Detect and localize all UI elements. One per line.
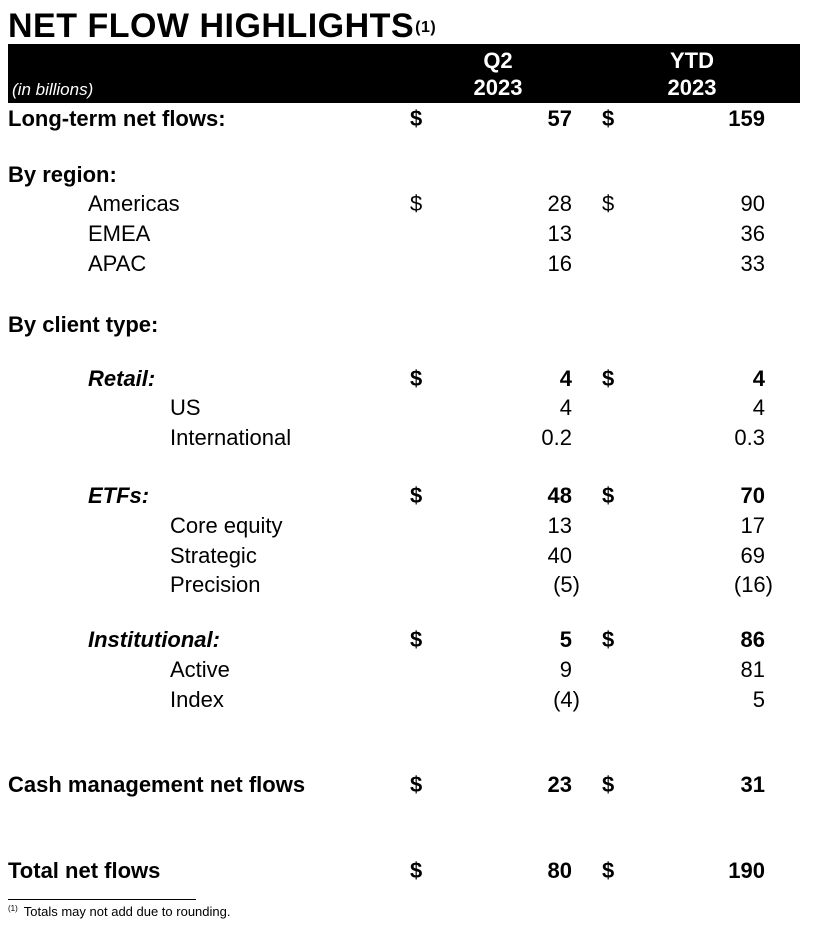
unit-label: (in billions): [12, 80, 94, 99]
currency-ytd: $: [602, 858, 615, 883]
table-row-institutional: Institutional: $ 5 $ 86: [0, 625, 826, 655]
row-label: International: [170, 425, 292, 450]
column-header-q2-line2: 2023: [473, 75, 523, 100]
row-label: Long-term net flows:: [8, 106, 226, 131]
currency-q2: $: [410, 483, 423, 508]
table-row-precision: Precision (5) (16): [0, 570, 826, 600]
row-label: Institutional:: [88, 627, 220, 652]
value-ytd: 0.3: [734, 425, 765, 450]
value-ytd: 81: [740, 657, 765, 682]
title-footnote-mark: (1): [415, 19, 437, 36]
currency-q2: $: [410, 191, 423, 216]
value-ytd: 4: [752, 395, 765, 420]
currency-q2: $: [410, 772, 423, 797]
row-label: ETFs:: [88, 483, 150, 508]
currency-ytd: $: [602, 106, 615, 131]
value-q2: 13: [547, 221, 572, 246]
row-label: EMEA: [88, 221, 151, 246]
value-q2: (4): [553, 687, 580, 712]
column-header-ytd: YTD 2023: [632, 47, 752, 101]
table-row-core-equity: Core equity 13 17: [0, 511, 826, 541]
column-header-ytd-line2: 2023: [667, 75, 717, 100]
value-ytd: 4: [752, 366, 765, 391]
value-q2: 4: [559, 366, 572, 391]
column-header-ytd-line1: YTD: [670, 48, 714, 73]
value-ytd: 36: [740, 221, 765, 246]
table-row-total: Total net flows $ 80 $ 190: [0, 856, 826, 886]
title-text: NET FLOW HIGHLIGHTS: [8, 7, 415, 45]
table-row-americas: Americas $ 28 $ 90: [0, 189, 826, 219]
currency-ytd: $: [602, 366, 615, 391]
table-row-apac: APAC 16 33: [0, 249, 826, 279]
currency-q2: $: [410, 858, 423, 883]
value-ytd: 159: [728, 106, 765, 131]
row-label: Strategic: [170, 543, 257, 568]
page-title: NET FLOW HIGHLIGHTS(1): [8, 6, 436, 46]
currency-ytd: $: [602, 483, 615, 508]
row-label: By region:: [8, 162, 117, 187]
table-row-cash-management: Cash management net flows $ 23 $ 31: [0, 770, 826, 800]
table-row-us: US 4 4: [0, 393, 826, 423]
value-q2: (5): [553, 572, 580, 597]
table-row-active: Active 9 81: [0, 655, 826, 685]
table-row-strategic: Strategic 40 69: [0, 541, 826, 571]
currency-ytd: $: [602, 772, 615, 797]
value-q2: 13: [547, 513, 572, 538]
row-label: Active: [170, 657, 230, 682]
table-header: (in billions) Q2 2023 YTD 2023: [8, 44, 800, 103]
value-q2: 57: [547, 106, 572, 131]
value-ytd: 90: [740, 191, 765, 216]
value-ytd: 17: [740, 513, 765, 538]
table-row-retail: Retail: $ 4 $ 4: [0, 364, 826, 394]
value-q2: 80: [547, 858, 572, 883]
footnote-divider: [8, 899, 196, 900]
row-label: Cash management net flows: [8, 772, 306, 797]
table-row-index: Index (4) 5: [0, 685, 826, 715]
table-row-etfs: ETFs: $ 48 $ 70: [0, 481, 826, 511]
value-ytd: 31: [740, 772, 765, 797]
value-ytd: 5: [752, 687, 765, 712]
value-q2: 23: [547, 772, 572, 797]
value-q2: 5: [559, 627, 572, 652]
currency-q2: $: [410, 627, 423, 652]
value-ytd: 86: [740, 627, 765, 652]
value-ytd: (16): [733, 572, 773, 597]
row-label: Core equity: [170, 513, 283, 538]
currency-q2: $: [410, 106, 423, 131]
currency-q2: $: [410, 366, 423, 391]
table-row-long-term: Long-term net flows: $ 57 $ 159: [0, 104, 826, 134]
table-row-emea: EMEA 13 36: [0, 219, 826, 249]
row-label: Retail:: [88, 366, 156, 391]
value-q2: 4: [559, 395, 572, 420]
footnote: (1) Totals may not add due to rounding.: [8, 904, 230, 919]
value-q2: 16: [547, 251, 572, 276]
value-q2: 28: [547, 191, 572, 216]
value-q2: 48: [547, 483, 572, 508]
value-q2: 0.2: [541, 425, 572, 450]
value-q2: 40: [547, 543, 572, 568]
value-ytd: 70: [740, 483, 765, 508]
row-label: Index: [170, 687, 224, 712]
table-row-international: International 0.2 0.3: [0, 423, 826, 453]
column-header-q2: Q2 2023: [438, 47, 558, 101]
currency-ytd: $: [602, 191, 615, 216]
row-label: APAC: [88, 251, 147, 276]
currency-ytd: $: [602, 627, 615, 652]
row-label: By client type:: [8, 312, 159, 337]
row-label: Total net flows: [8, 858, 161, 883]
row-label: Precision: [170, 572, 261, 597]
row-label: Americas: [88, 191, 180, 216]
value-ytd: 190: [728, 858, 765, 883]
value-q2: 9: [559, 657, 572, 682]
value-ytd: 33: [740, 251, 765, 276]
footnote-text: Totals may not add due to rounding.: [23, 904, 231, 919]
column-header-q2-line1: Q2: [483, 48, 513, 73]
value-ytd: 69: [740, 543, 765, 568]
section-heading-by-region: By region:: [0, 160, 826, 190]
section-heading-by-client-type: By client type:: [0, 310, 826, 340]
row-label: US: [170, 395, 201, 420]
footnote-mark: (1): [8, 904, 18, 913]
